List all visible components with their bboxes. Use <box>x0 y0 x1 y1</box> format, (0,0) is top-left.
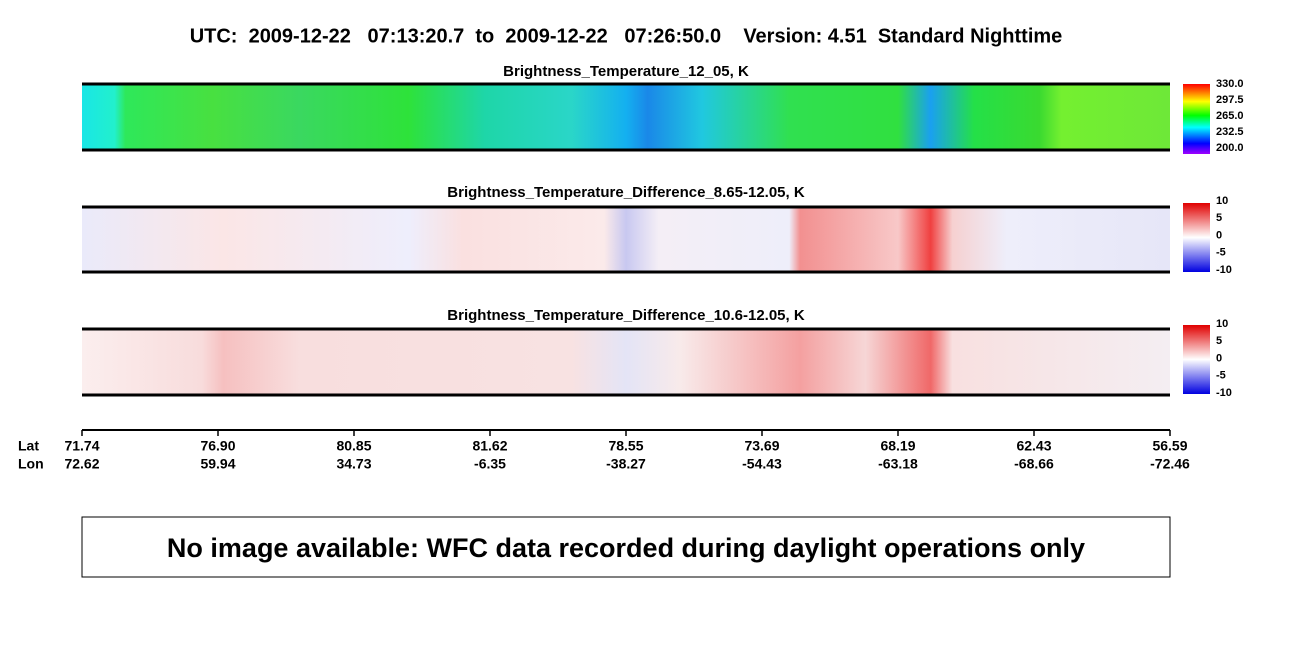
lon-value: -68.66 <box>1014 456 1054 472</box>
lon-label: Lon <box>18 456 44 472</box>
lon-value: 59.94 <box>200 456 235 472</box>
image-panel <box>82 207 1170 272</box>
colorbar-label: 10 <box>1216 318 1228 330</box>
lon-value: -54.43 <box>742 456 782 472</box>
colorbar-label: -5 <box>1216 247 1226 259</box>
colorbar <box>1183 203 1210 272</box>
lat-label: Lat <box>18 438 39 454</box>
panel-title: Brightness_Temperature_Difference_8.65-1… <box>447 184 805 201</box>
lon-value: 72.62 <box>64 456 99 472</box>
lat-value: 80.85 <box>336 438 371 454</box>
colorbar-label: 0 <box>1216 229 1222 241</box>
lat-value: 56.59 <box>1152 438 1187 454</box>
lon-value: -6.35 <box>474 456 506 472</box>
lat-value: 76.90 <box>200 438 235 454</box>
panel-borders <box>82 82 1170 397</box>
colorbar-label: 200.0 <box>1216 142 1244 154</box>
colorbar-label: 10 <box>1216 195 1228 207</box>
lat-value: 71.74 <box>64 438 99 454</box>
colorbar <box>1183 325 1210 394</box>
image-panel <box>82 329 1170 395</box>
colorbar-label: 297.5 <box>1216 94 1244 106</box>
colorbar-label: 5 <box>1216 212 1222 224</box>
lat-value: 78.55 <box>608 438 643 454</box>
lon-value: -38.27 <box>606 456 646 472</box>
message-box <box>81 516 1171 578</box>
lat-value: 62.43 <box>1016 438 1051 454</box>
lat-value: 73.69 <box>744 438 779 454</box>
lon-value: 34.73 <box>336 456 371 472</box>
colorbar-label: -5 <box>1216 370 1226 382</box>
colorbar <box>1183 84 1210 154</box>
panel-title: Brightness_Temperature_12_05, K <box>503 63 749 80</box>
colorbar-label: 0 <box>1216 352 1222 364</box>
colorbar-label: 330.0 <box>1216 78 1244 90</box>
lon-value: -63.18 <box>878 456 918 472</box>
panel-title: Brightness_Temperature_Difference_10.6-1… <box>447 307 805 324</box>
colorbar-label: -10 <box>1216 264 1232 276</box>
colorbar-label: 265.0 <box>1216 110 1244 122</box>
title: UTC: 2009-12-22 07:13:20.7 to 2009-12-22… <box>190 25 1063 47</box>
colorbar-label: -10 <box>1216 387 1232 399</box>
image-panel <box>82 84 1170 150</box>
lat-value: 68.19 <box>880 438 915 454</box>
colorbar-label: 5 <box>1216 335 1222 347</box>
message: No image available: WFC data recorded du… <box>167 533 1085 563</box>
lat-value: 81.62 <box>472 438 507 454</box>
lon-value: -72.46 <box>1150 456 1190 472</box>
colorbar-label: 232.5 <box>1216 126 1244 138</box>
